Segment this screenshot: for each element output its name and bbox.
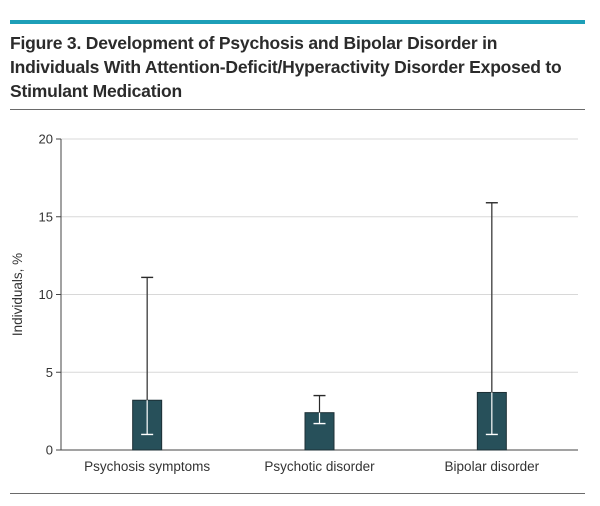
title-accent-rule — [10, 20, 585, 24]
y-axis-label: Individuals, % — [10, 253, 25, 336]
x-tick-label: Psychosis symptoms — [84, 459, 210, 474]
y-tick-label: 10 — [39, 287, 53, 302]
y-tick-label: 5 — [46, 365, 53, 380]
bottom-divider — [10, 493, 585, 494]
x-tick-label: Bipolar disorder — [445, 459, 540, 474]
x-tick-label: Psychotic disorder — [264, 459, 375, 474]
bar-chart: 0 5 10 15 20 Individuals, % Psychosis symptoms… — [10, 132, 578, 474]
y-tick-label: 20 — [39, 132, 53, 147]
y-tick-label: 0 — [46, 443, 53, 458]
title-divider — [10, 109, 585, 110]
y-tick-label: 15 — [39, 209, 53, 224]
figure-title: Figure 3. Development of Psychosis and B… — [10, 33, 562, 101]
